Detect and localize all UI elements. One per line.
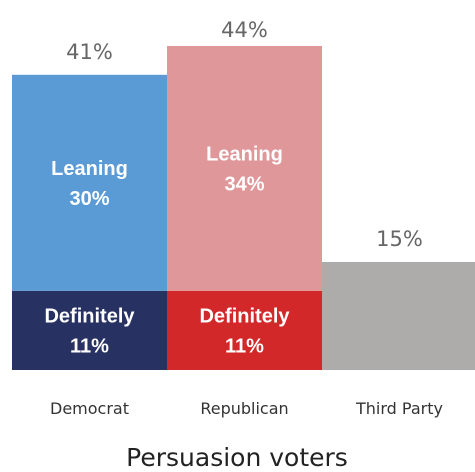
segment-label-leaning-republican-name: Leaning	[206, 143, 283, 165]
segment-label-definitely-democrat-value: 11%	[70, 335, 109, 357]
segment-label-leaning-democrat-value: 30%	[69, 188, 109, 210]
chart-title: Persuasion voters	[126, 443, 348, 472]
labels-group: Definitely 11% Leaning 30% 41% Democrat Defini…	[44, 18, 442, 418]
total-label-democrat: 41%	[66, 40, 113, 64]
segment-label-definitely-republican-name: Definitely	[199, 305, 290, 327]
total-label-republican: 44%	[221, 18, 268, 42]
segment-label-leaning-democrat-name: Leaning	[51, 158, 128, 180]
bar-definitely-democrat	[12, 290, 167, 370]
category-label-democrat: Democrat	[50, 399, 129, 418]
segment-label-definitely-democrat-name: Definitely	[44, 305, 135, 327]
bar-leaning-republican	[167, 46, 322, 291]
category-label-republican: Republican	[200, 399, 288, 418]
segment-label-leaning-republican-value: 34%	[224, 173, 264, 195]
bar-leaning-third-party	[322, 262, 475, 370]
bar-definitely-republican	[167, 290, 322, 370]
category-label-third-party: Third Party	[355, 399, 443, 418]
segment-label-definitely-republican-value: 11%	[225, 335, 264, 357]
bars-group	[12, 46, 475, 370]
total-label-third-party: 15%	[376, 227, 423, 251]
bar-leaning-democrat	[12, 74, 167, 291]
